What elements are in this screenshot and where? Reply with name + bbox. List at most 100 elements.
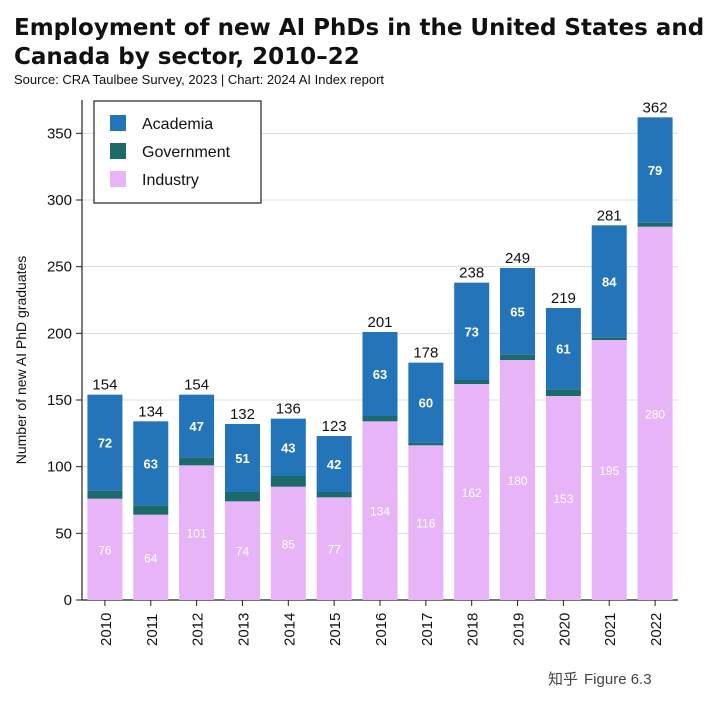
legend-swatch-government (110, 143, 126, 159)
bar-government-2016 (362, 416, 398, 422)
total-label: 362 (643, 99, 668, 116)
data-label-industry: 116 (416, 517, 435, 531)
x-tick-label: 2014 (281, 613, 298, 646)
y-axis-label: Number of new AI PhD graduates (13, 256, 29, 465)
x-tick-label: 2018 (465, 613, 482, 646)
bar-academia-2010 (87, 394, 123, 491)
total-label: 136 (276, 401, 301, 418)
total-label: 219 (551, 290, 576, 307)
data-label-industry: 74 (236, 545, 250, 559)
bar-industry-2022 (637, 226, 673, 600)
legend-swatch-academia (110, 115, 126, 131)
bar-government-2013 (224, 492, 260, 502)
bar-government-2017 (408, 442, 444, 446)
watermark-text: Figure 6.3 (584, 671, 652, 688)
total-label: 154 (92, 377, 117, 394)
bar-government-2021 (591, 337, 627, 340)
y-tick-label: 100 (47, 459, 72, 476)
data-label-industry: 153 (553, 492, 573, 506)
data-label-academia: 51 (235, 451, 249, 466)
y-tick-label: 250 (47, 259, 72, 276)
y-tick-label: 200 (47, 325, 72, 342)
bar-academia-2012 (179, 394, 215, 458)
x-tick-label: 2022 (648, 613, 665, 646)
data-label-academia: 72 (98, 436, 112, 451)
data-label-academia: 47 (189, 419, 203, 434)
bar-industry-2012 (179, 465, 215, 600)
data-label-industry: 101 (187, 527, 207, 541)
bar-academia-2014 (270, 418, 306, 476)
x-tick-label: 2019 (511, 613, 528, 646)
bar-industry-2018 (454, 384, 490, 600)
data-label-academia: 73 (464, 324, 478, 339)
bar-industry-2021 (591, 340, 627, 600)
bar-industry-2019 (500, 360, 536, 600)
bar-industry-2017 (408, 445, 444, 600)
legend-label-academia: Academia (142, 116, 213, 133)
total-label: 249 (505, 250, 530, 267)
bar-industry-2020 (545, 396, 581, 600)
data-label-industry: 76 (98, 543, 112, 557)
data-label-academia: 84 (602, 274, 617, 289)
y-tick-label: 50 (55, 525, 72, 542)
legend-swatch-industry (110, 171, 126, 187)
x-tick-label: 2021 (602, 613, 619, 646)
legend-label-government: Government (142, 144, 231, 161)
bar-government-2019 (500, 354, 536, 360)
bar-industry-2014 (270, 486, 306, 600)
bar-academia-2015 (316, 436, 352, 492)
total-label: 154 (184, 377, 209, 394)
bar-government-2011 (133, 505, 169, 515)
data-label-industry: 77 (327, 543, 341, 557)
data-label-industry: 134 (370, 505, 390, 519)
bar-government-2012 (179, 457, 215, 466)
bar-academia-2021 (591, 225, 627, 338)
bar-government-2010 (87, 490, 123, 499)
total-label: 134 (138, 403, 163, 420)
bar-academia-2016 (362, 332, 398, 416)
data-label-industry: 195 (599, 464, 619, 478)
bar-academia-2011 (133, 421, 169, 506)
bar-academia-2017 (408, 362, 444, 443)
data-label-academia: 43 (281, 440, 295, 455)
bar-industry-2013 (224, 501, 260, 600)
data-label-academia: 63 (144, 456, 158, 471)
data-label-academia: 79 (648, 163, 662, 178)
chart-source: Source: CRA Taulbee Survey, 2023 | Chart… (14, 72, 385, 87)
x-tick-label: 2015 (327, 613, 344, 646)
x-tick-label: 2012 (190, 613, 207, 646)
bar-academia-2019 (500, 268, 536, 355)
bar-industry-2011 (133, 514, 169, 600)
y-tick-label: 350 (47, 125, 72, 142)
chart-title: Employment of new AI PhDs in the United … (14, 15, 705, 70)
bar-government-2014 (270, 476, 306, 487)
watermark: 知乎 Figure 6.3 (548, 668, 658, 689)
x-tick-label: 2020 (556, 613, 573, 646)
data-label-industry: 280 (645, 407, 665, 421)
y-tick-label: 0 (64, 592, 72, 609)
y-tick-label: 300 (47, 192, 72, 209)
data-label-academia: 42 (327, 457, 341, 472)
data-label-academia: 63 (373, 367, 387, 382)
total-label: 178 (413, 345, 438, 362)
bar-government-2022 (637, 222, 673, 227)
bar-academia-2013 (224, 424, 260, 492)
total-label: 281 (597, 207, 622, 224)
x-tick-label: 2017 (419, 613, 436, 646)
bar-industry-2010 (87, 498, 123, 600)
x-tick-label: 2016 (373, 613, 390, 646)
total-label: 132 (230, 406, 255, 423)
bar-government-2020 (545, 389, 581, 396)
x-tick-label: 2013 (235, 613, 252, 646)
data-label-academia: 61 (556, 342, 570, 357)
data-label-industry: 162 (462, 486, 482, 500)
total-label: 201 (367, 314, 392, 331)
bar-government-2015 (316, 492, 352, 498)
data-label-academia: 60 (419, 396, 433, 411)
y-tick-label: 150 (47, 392, 72, 409)
bar-academia-2018 (454, 282, 490, 380)
legend-label-industry: Industry (142, 172, 199, 189)
watermark-site: 知乎 (548, 671, 579, 688)
bar-academia-2020 (545, 308, 581, 390)
